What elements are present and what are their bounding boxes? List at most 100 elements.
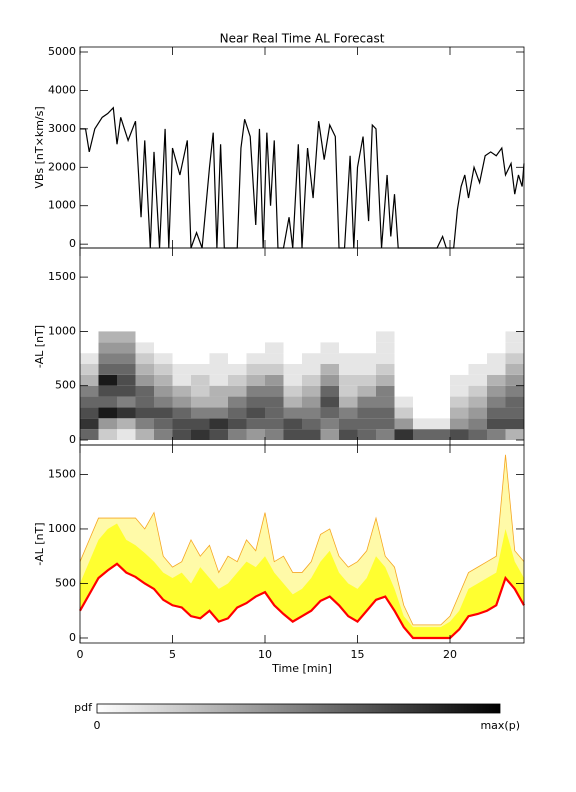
pdf-cell xyxy=(265,353,284,364)
pdf-cell xyxy=(505,429,524,441)
pdf-cell xyxy=(228,363,247,375)
pdf-cell xyxy=(394,396,413,408)
pdf-cell xyxy=(450,407,469,419)
pdf-cell xyxy=(98,385,117,397)
pdf-cell xyxy=(191,407,210,419)
pdf-cell xyxy=(357,429,376,441)
pdf-cell xyxy=(246,363,265,375)
pdf-cell xyxy=(283,374,302,386)
y-tick-label: 1000 xyxy=(48,522,76,535)
pdf-cell xyxy=(468,385,487,397)
pdf-cell xyxy=(505,407,524,419)
pdf-cell xyxy=(450,385,469,397)
y-axis-label: -AL [nT] xyxy=(33,325,46,368)
pdf-cell xyxy=(283,363,302,375)
pdf-cell xyxy=(191,396,210,408)
pdf-cell xyxy=(394,407,413,419)
pdf-cell xyxy=(117,418,136,430)
pdf-cell xyxy=(487,342,506,354)
pdf-cell xyxy=(413,407,432,419)
pdf-cell xyxy=(394,385,413,397)
pdf-cell xyxy=(172,363,191,375)
pdf-cell xyxy=(357,374,376,386)
pdf-cell xyxy=(468,331,487,343)
pdf-cell xyxy=(431,429,450,441)
y-tick-label: 1500 xyxy=(48,467,76,480)
pdf-cell xyxy=(376,418,395,430)
pdf-cell xyxy=(431,331,450,343)
pdf-cell xyxy=(468,418,487,430)
colorbar-label: pdf xyxy=(74,701,93,714)
pdf-cell xyxy=(450,429,469,441)
pdf-cell xyxy=(468,396,487,408)
pdf-cell xyxy=(394,418,413,430)
pdf-cell xyxy=(172,385,191,397)
pdf-cell xyxy=(172,331,191,343)
pdf-cell xyxy=(431,353,450,364)
pdf-cell xyxy=(228,331,247,343)
pdf-cell xyxy=(376,353,395,364)
pdf-cell xyxy=(505,331,524,343)
pdf-cell xyxy=(468,342,487,354)
pdf-cell xyxy=(80,429,99,441)
pdf-cell xyxy=(468,374,487,386)
x-tick-label: 0 xyxy=(77,648,84,661)
pdf-cell xyxy=(246,396,265,408)
pdf-cell xyxy=(172,407,191,419)
pdf-cell xyxy=(283,353,302,364)
y-tick-label: 5000 xyxy=(48,45,76,58)
y-tick-label: 4000 xyxy=(48,83,76,96)
pdf-cell xyxy=(135,374,154,386)
pdf-cell xyxy=(320,418,339,430)
pdf-cell xyxy=(209,363,228,375)
pdf-cell xyxy=(431,407,450,419)
pdf-cell xyxy=(172,396,191,408)
pdf-cell xyxy=(487,407,506,419)
pdf-cell xyxy=(450,374,469,386)
pdf-cell xyxy=(265,418,284,430)
pdf-cell xyxy=(228,353,247,364)
pdf-cell xyxy=(394,363,413,375)
pdf-cell xyxy=(98,374,117,386)
pdf-cell xyxy=(191,418,210,430)
pdf-cell xyxy=(487,331,506,343)
pdf-cell xyxy=(228,396,247,408)
pdf-cell xyxy=(505,385,524,397)
pdf-cell xyxy=(154,342,173,354)
pdf-cell xyxy=(135,353,154,364)
pdf-cell xyxy=(376,385,395,397)
pdf-cell xyxy=(487,353,506,364)
pdf-cell xyxy=(209,342,228,354)
pdf-cell xyxy=(154,363,173,375)
pdf-cell xyxy=(98,353,117,364)
pdf-cell xyxy=(98,342,117,354)
pdf-cell xyxy=(80,385,99,397)
data-line xyxy=(80,106,525,249)
colorbar xyxy=(96,703,501,714)
y-axis-label: VBs [nT×km/s] xyxy=(33,106,46,188)
pdf-cell xyxy=(376,374,395,386)
pdf-cell xyxy=(357,385,376,397)
pdf-cell xyxy=(376,396,395,408)
pdf-cell xyxy=(302,396,321,408)
pdf-cell xyxy=(357,418,376,430)
pdf-cell xyxy=(339,353,358,364)
pdf-cell xyxy=(376,407,395,419)
pdf-cell xyxy=(265,342,284,354)
y-tick-label: 0 xyxy=(69,433,76,446)
pdf-cell xyxy=(302,418,321,430)
colorbar-min: 0 xyxy=(94,719,101,732)
pdf-cell xyxy=(246,353,265,364)
pdf-cell xyxy=(431,342,450,354)
pdf-cell xyxy=(320,429,339,441)
pdf-cell xyxy=(80,363,99,375)
pdf-cell xyxy=(191,331,210,343)
pdf-cell xyxy=(413,385,432,397)
pdf-cell xyxy=(413,342,432,354)
pdf-cell xyxy=(228,418,247,430)
x-tick-label: 20 xyxy=(443,648,457,661)
pdf-cell xyxy=(339,396,358,408)
pdf-cell xyxy=(505,374,524,386)
pdf-cell xyxy=(302,429,321,441)
chart-title: Near Real Time AL Forecast xyxy=(220,32,385,46)
